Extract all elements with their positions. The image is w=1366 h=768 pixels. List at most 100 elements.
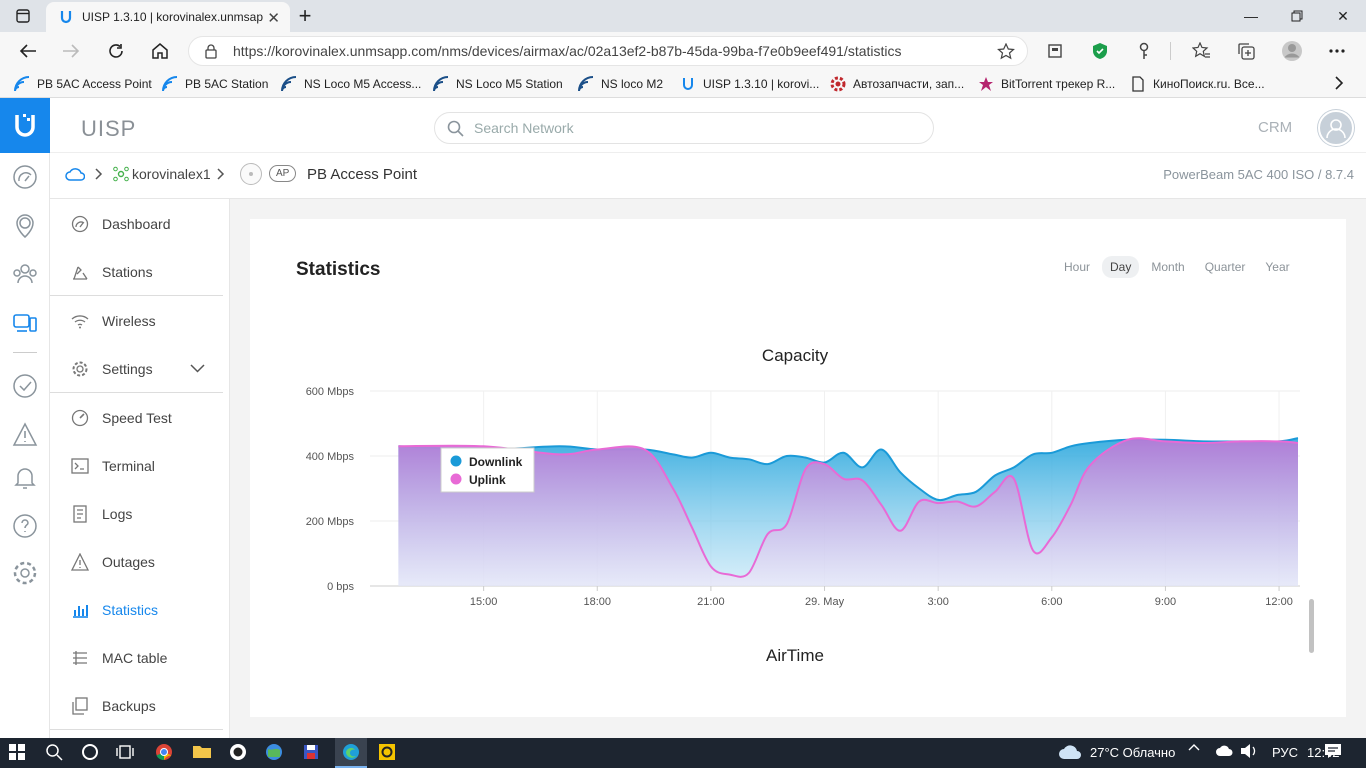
toolbar-divider xyxy=(1170,42,1171,60)
sidebar-item-label: Statistics xyxy=(102,602,159,618)
bookmark-label: BitTorrent трекер R... xyxy=(1001,77,1116,91)
settings-rail-icon[interactable] xyxy=(12,560,38,586)
app-yellow-icon[interactable] xyxy=(378,743,400,763)
reader-icon[interactable] xyxy=(1040,36,1070,66)
legend-downlink: Downlink xyxy=(469,455,523,469)
bookmark-item[interactable]: BitTorrent трекер R... xyxy=(978,76,1115,92)
cortana-icon[interactable] xyxy=(81,743,103,763)
device-status-icon xyxy=(240,163,262,185)
warning-icon xyxy=(71,553,89,571)
sidebar-item-stations[interactable]: Stations xyxy=(50,250,229,294)
sidebar-item-statistics[interactable]: Statistics xyxy=(50,588,229,632)
sidebar-item-settings[interactable]: Settings xyxy=(50,347,229,391)
sidebar-item-backups[interactable]: Backups xyxy=(50,684,229,728)
wifi-icon xyxy=(71,315,89,329)
devices-rail-icon[interactable] xyxy=(12,309,38,335)
notifications-rail-icon[interactable] xyxy=(12,465,38,491)
period-year[interactable]: Year xyxy=(1265,260,1290,274)
sidebar-item-label: Logs xyxy=(102,506,133,522)
browser-tab-active[interactable]: UISP 1.3.10 | korovinalex.unmsap ✕ xyxy=(46,2,290,32)
search-input[interactable]: Search Network xyxy=(434,112,934,144)
notification-center-icon[interactable] xyxy=(1324,743,1346,763)
key-extension-icon[interactable] xyxy=(1129,36,1159,66)
app-globe-icon[interactable] xyxy=(265,743,287,763)
windows-start-icon[interactable] xyxy=(8,743,30,763)
dashboard-rail-icon[interactable] xyxy=(12,164,38,190)
scrollbar-thumb[interactable] xyxy=(1309,599,1314,653)
browser-toolbar: https://korovinalex.unmsapp.com/nms/devi… xyxy=(0,32,1366,70)
file-explorer-icon[interactable] xyxy=(192,743,214,763)
bookmark-item[interactable]: PB 5AC Access Point xyxy=(14,76,152,92)
bookmark-item[interactable]: UISP 1.3.10 | korovi... xyxy=(680,76,819,92)
breadcrumb-site[interactable]: korovinalex1 xyxy=(132,166,211,182)
help-rail-icon[interactable] xyxy=(12,513,38,539)
lock-icon xyxy=(205,44,217,59)
sidebar-item-speed-test[interactable]: Speed Test xyxy=(50,396,229,440)
more-menu-icon[interactable] xyxy=(1322,36,1352,66)
chrome-icon[interactable] xyxy=(155,743,177,763)
sidebar-item-terminal[interactable]: Terminal xyxy=(50,444,229,488)
app-disk-icon[interactable] xyxy=(302,743,324,763)
reload-icon[interactable] xyxy=(101,36,131,66)
sidebar-item-logs[interactable]: Logs xyxy=(50,492,229,536)
period-day[interactable]: Day xyxy=(1102,256,1140,278)
new-tab-icon[interactable]: + xyxy=(298,3,312,28)
sidebar-item-wireless[interactable]: Wireless xyxy=(50,299,229,343)
bookmark-item[interactable]: Автозапчасти, зап... xyxy=(830,76,964,92)
tab-close-icon[interactable]: ✕ xyxy=(267,10,280,27)
clients-rail-icon[interactable] xyxy=(12,261,38,287)
alerts-rail-icon[interactable] xyxy=(12,422,38,448)
back-icon[interactable] xyxy=(13,36,43,66)
period-quarter[interactable]: Quarter xyxy=(1204,260,1246,274)
cloud-icon[interactable] xyxy=(65,166,85,182)
network-cloud-icon[interactable] xyxy=(1215,743,1237,763)
chevron-down-icon[interactable] xyxy=(190,364,205,373)
profile-icon[interactable] xyxy=(1277,36,1307,66)
bookmark-item[interactable]: NS loco M2 xyxy=(578,76,663,92)
bookmark-item[interactable]: NS Loco M5 Station xyxy=(433,76,563,92)
favorites-icon[interactable] xyxy=(1186,36,1216,66)
sidebar-item-outages[interactable]: Outages xyxy=(50,540,229,584)
collections-icon[interactable] xyxy=(1231,36,1261,66)
period-month[interactable]: Month xyxy=(1151,260,1185,274)
language-indicator[interactable]: РУС xyxy=(1272,745,1299,760)
close-window-icon[interactable]: ✕ xyxy=(1337,7,1349,24)
bookmarks-overflow-icon[interactable] xyxy=(1334,75,1344,91)
sidebar-item-mac-table[interactable]: MAC table xyxy=(50,636,229,680)
backup-icon xyxy=(72,697,88,715)
user-avatar[interactable] xyxy=(1318,110,1354,146)
chevron-up-icon[interactable] xyxy=(1188,743,1210,763)
sidebar-divider xyxy=(50,729,223,730)
dashboard-icon xyxy=(71,215,89,233)
page-title: Statistics xyxy=(296,259,381,280)
bookmark-item[interactable]: КиноПоиск.ru. Все... xyxy=(1130,76,1265,92)
maximize-icon[interactable] xyxy=(1274,0,1320,32)
bookmark-item[interactable]: PB 5AC Station xyxy=(162,76,268,92)
search-icon[interactable] xyxy=(45,743,67,763)
bookmark-item[interactable]: NS Loco M5 Access... xyxy=(281,76,421,92)
app-round-icon[interactable] xyxy=(229,743,251,763)
weather-text[interactable]: 27°C Облачно xyxy=(1090,745,1176,760)
signal-icon xyxy=(433,76,449,92)
address-bar[interactable]: https://korovinalex.unmsapp.com/nms/devi… xyxy=(188,36,1028,66)
home-icon[interactable] xyxy=(145,36,175,66)
task-view-icon[interactable] xyxy=(116,743,138,763)
legend-uplink-marker xyxy=(450,473,462,485)
tab-actions-icon[interactable] xyxy=(0,0,46,32)
sidebar-item-dashboard[interactable]: Dashboard xyxy=(50,202,229,246)
forward-icon[interactable] xyxy=(56,36,86,66)
cloud-weather-icon xyxy=(1058,743,1084,763)
volume-icon[interactable] xyxy=(1240,743,1262,763)
tasks-rail-icon[interactable] xyxy=(12,373,38,399)
edge-taskbar-active[interactable] xyxy=(335,738,367,768)
terminal-icon xyxy=(71,458,89,474)
minimize-icon[interactable]: — xyxy=(1244,8,1258,24)
sites-rail-icon[interactable] xyxy=(12,213,38,239)
crm-link[interactable]: CRM xyxy=(1258,119,1293,136)
uisp-logo-icon[interactable] xyxy=(0,98,50,153)
shield-extension-icon[interactable] xyxy=(1085,36,1115,66)
add-favorite-icon[interactable] xyxy=(997,43,1015,61)
bookmark-label: PB 5AC Access Point xyxy=(37,77,152,91)
signal-icon xyxy=(281,76,297,92)
period-hour[interactable]: Hour xyxy=(1064,260,1091,274)
